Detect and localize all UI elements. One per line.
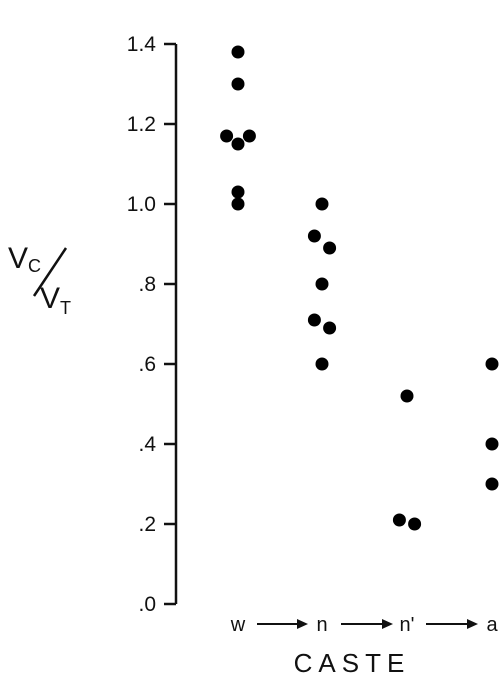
data-point <box>231 137 245 151</box>
y-tick-label: 1.0 <box>127 193 156 216</box>
data-point <box>231 45 245 59</box>
y-tick-label: 1.4 <box>127 33 157 56</box>
data-point <box>392 513 406 527</box>
data-point <box>315 357 329 371</box>
y-label-numerator: VC <box>8 242 41 276</box>
y-tick-label: 1.2 <box>127 113 156 136</box>
data-point <box>485 477 499 491</box>
x-axis-label: CASTE <box>294 648 411 678</box>
y-axis-label: VC VT <box>8 242 71 318</box>
data-point <box>485 437 499 451</box>
data-point <box>231 197 245 211</box>
data-points <box>220 45 499 531</box>
data-point <box>231 77 245 91</box>
y-tick-label: .6 <box>138 353 156 376</box>
x-category-label: n' <box>400 614 415 636</box>
y-ticks: .0 .2 .4 .6 .8 1.0 1.2 1.4 <box>127 33 176 616</box>
y-tick-label: .4 <box>138 433 156 456</box>
data-point <box>315 197 329 211</box>
caste-arrow-head <box>382 619 393 629</box>
x-category-label: a <box>486 614 498 636</box>
y-tick-label: .2 <box>138 513 156 536</box>
caste-arrow-head <box>297 619 308 629</box>
y-tick-label: .0 <box>138 593 156 616</box>
data-point <box>400 389 414 403</box>
y-label-denominator: VT <box>40 282 71 318</box>
data-point <box>408 517 422 531</box>
data-point <box>485 357 499 371</box>
data-point <box>307 229 321 243</box>
y-label-slash <box>32 247 68 297</box>
data-point <box>231 185 245 199</box>
data-point <box>315 277 329 291</box>
x-category-label: n <box>316 614 327 636</box>
data-point <box>220 129 234 143</box>
x-category-label: w <box>230 614 246 636</box>
data-point <box>307 313 321 327</box>
data-point <box>242 129 256 143</box>
x-categories: w n n' a <box>230 614 499 636</box>
y-tick-label: .8 <box>138 273 156 296</box>
data-point <box>323 241 337 255</box>
caste-arrow-head <box>467 619 478 629</box>
data-point <box>323 321 337 335</box>
